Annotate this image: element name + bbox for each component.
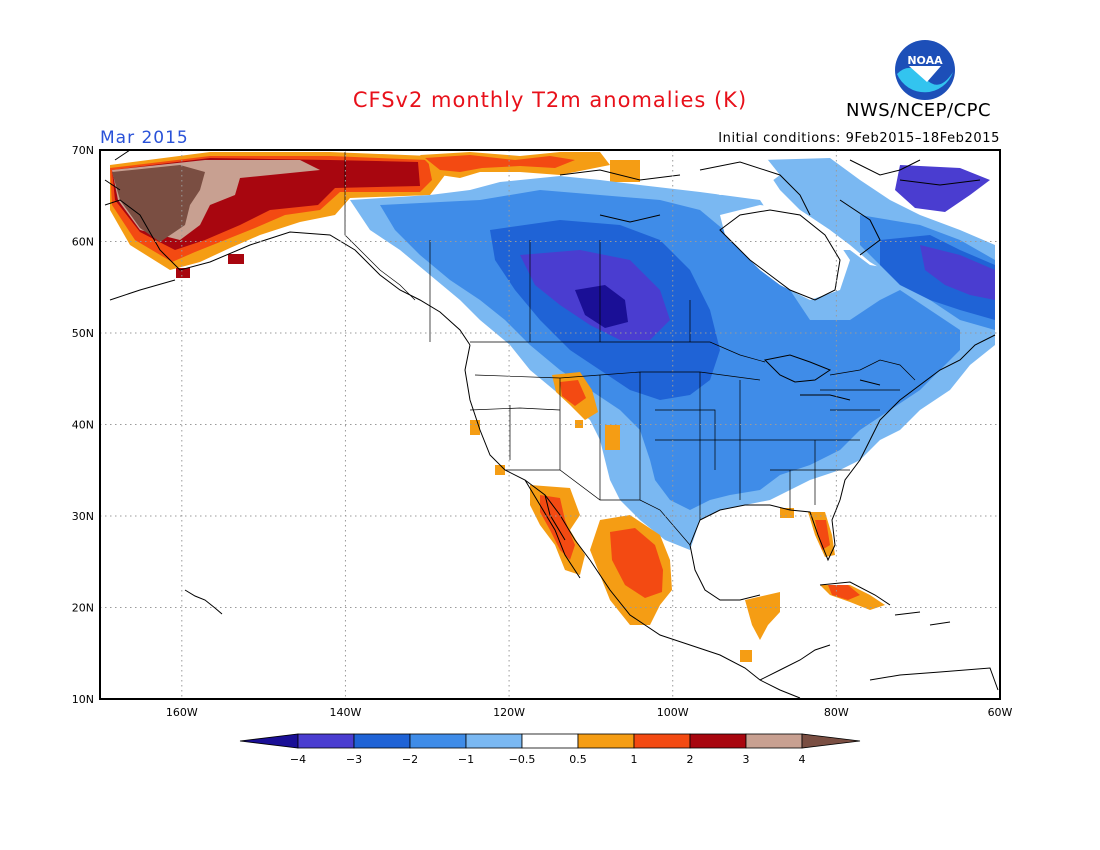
warm-anomaly-arctic-coast-strong [425,155,575,172]
longitude-tick-label: 140W [330,706,362,719]
coastline-arctic-islands [559,161,981,256]
legend-label: 1 [631,753,638,766]
legend-label: −3 [346,753,362,766]
axis-labels: 160W 140W 120W 100W 80W 60W 70N 60N 50N 40N 30N 20N… [72,144,1013,719]
very-cold-anomaly-east [920,245,995,300]
latitude-tick-label: 70N [72,144,94,157]
legend-bin [297,733,355,749]
coastline-east-us [839,334,996,501]
coastline-aleutians [104,150,176,301]
legend-bin [409,733,467,749]
coastline-baja [524,479,581,579]
organization-label: NWS/NCEP/CPC [846,100,992,121]
coastline-hudson [719,209,841,301]
coastline-hawaii [184,589,223,615]
warm-anomaly-central-america [745,592,780,640]
valid-month-label: Mar 2015 [100,128,189,148]
legend-bin [745,733,803,749]
legend-label: 3 [743,753,750,766]
longitude-tick-label: 100W [657,706,689,719]
latitude-tick-label: 10N [72,693,94,706]
coastline-gulf [699,499,841,562]
legend-label: 0.5 [569,753,587,766]
border-canada-us [470,341,916,381]
coastline-central-america [759,644,831,681]
warm-anomaly-great-basin-strong [560,380,586,406]
legend-label: −0.5 [509,753,536,766]
warm-anomaly-florida-strong [815,520,830,550]
map-title: CFSv2 monthly T2m anomalies (K) [352,88,748,112]
noaa-logo: NOAA [895,40,955,100]
latitude-tick-label: 50N [72,327,94,340]
warm-anomaly-mexico-strong [610,528,663,598]
warm-spot-aleutian [176,268,190,278]
initial-conditions-label: Initial conditions: 9Feb2015–18Feb2015 [718,131,1000,146]
legend-label: 2 [687,753,694,766]
legend-label: −4 [290,753,306,766]
coastline-great-lakes [763,354,881,401]
logo-text: NOAA [907,54,943,67]
very-cold-anomaly-baffin [895,165,990,212]
extreme-warm-anomaly-core [112,165,205,242]
coastline-greenland [849,159,921,176]
legend-bin [689,733,747,749]
latitude-tick-label: 60N [72,236,94,249]
legend-label: −1 [458,753,474,766]
warm-spot-alaska-peninsula [228,254,244,264]
legend-bin [353,733,411,749]
coastline-caribbean [819,581,999,691]
legend-bin [577,733,635,749]
legend-bin-high-arrow [801,733,861,749]
neutral-arctic [640,150,780,195]
legend-bin-low-arrow [239,733,299,749]
longitude-tick-label: 80W [824,706,849,719]
latitude-tick-label: 20N [72,602,94,615]
extreme-cold-anomaly-core [575,285,628,328]
legend-bin [465,733,523,749]
longitude-tick-label: 60W [988,706,1013,719]
legend-label: 4 [799,753,806,766]
canada-province-lines [429,240,691,342]
map-frame [99,149,1001,700]
latitude-tick-label: 40N [72,419,94,432]
legend-bin [521,733,579,749]
legend-bin [633,733,691,749]
legend-label: −2 [402,753,418,766]
latitude-tick-label: 30N [72,510,94,523]
color-legend: −4 −3 −2 −1 −0.5 0.5 1 2 3 4 [239,733,861,766]
anomaly-fields [110,150,995,662]
longitude-tick-label: 160W [166,706,198,719]
graticule [100,150,1000,699]
longitude-tick-label: 120W [493,706,525,719]
